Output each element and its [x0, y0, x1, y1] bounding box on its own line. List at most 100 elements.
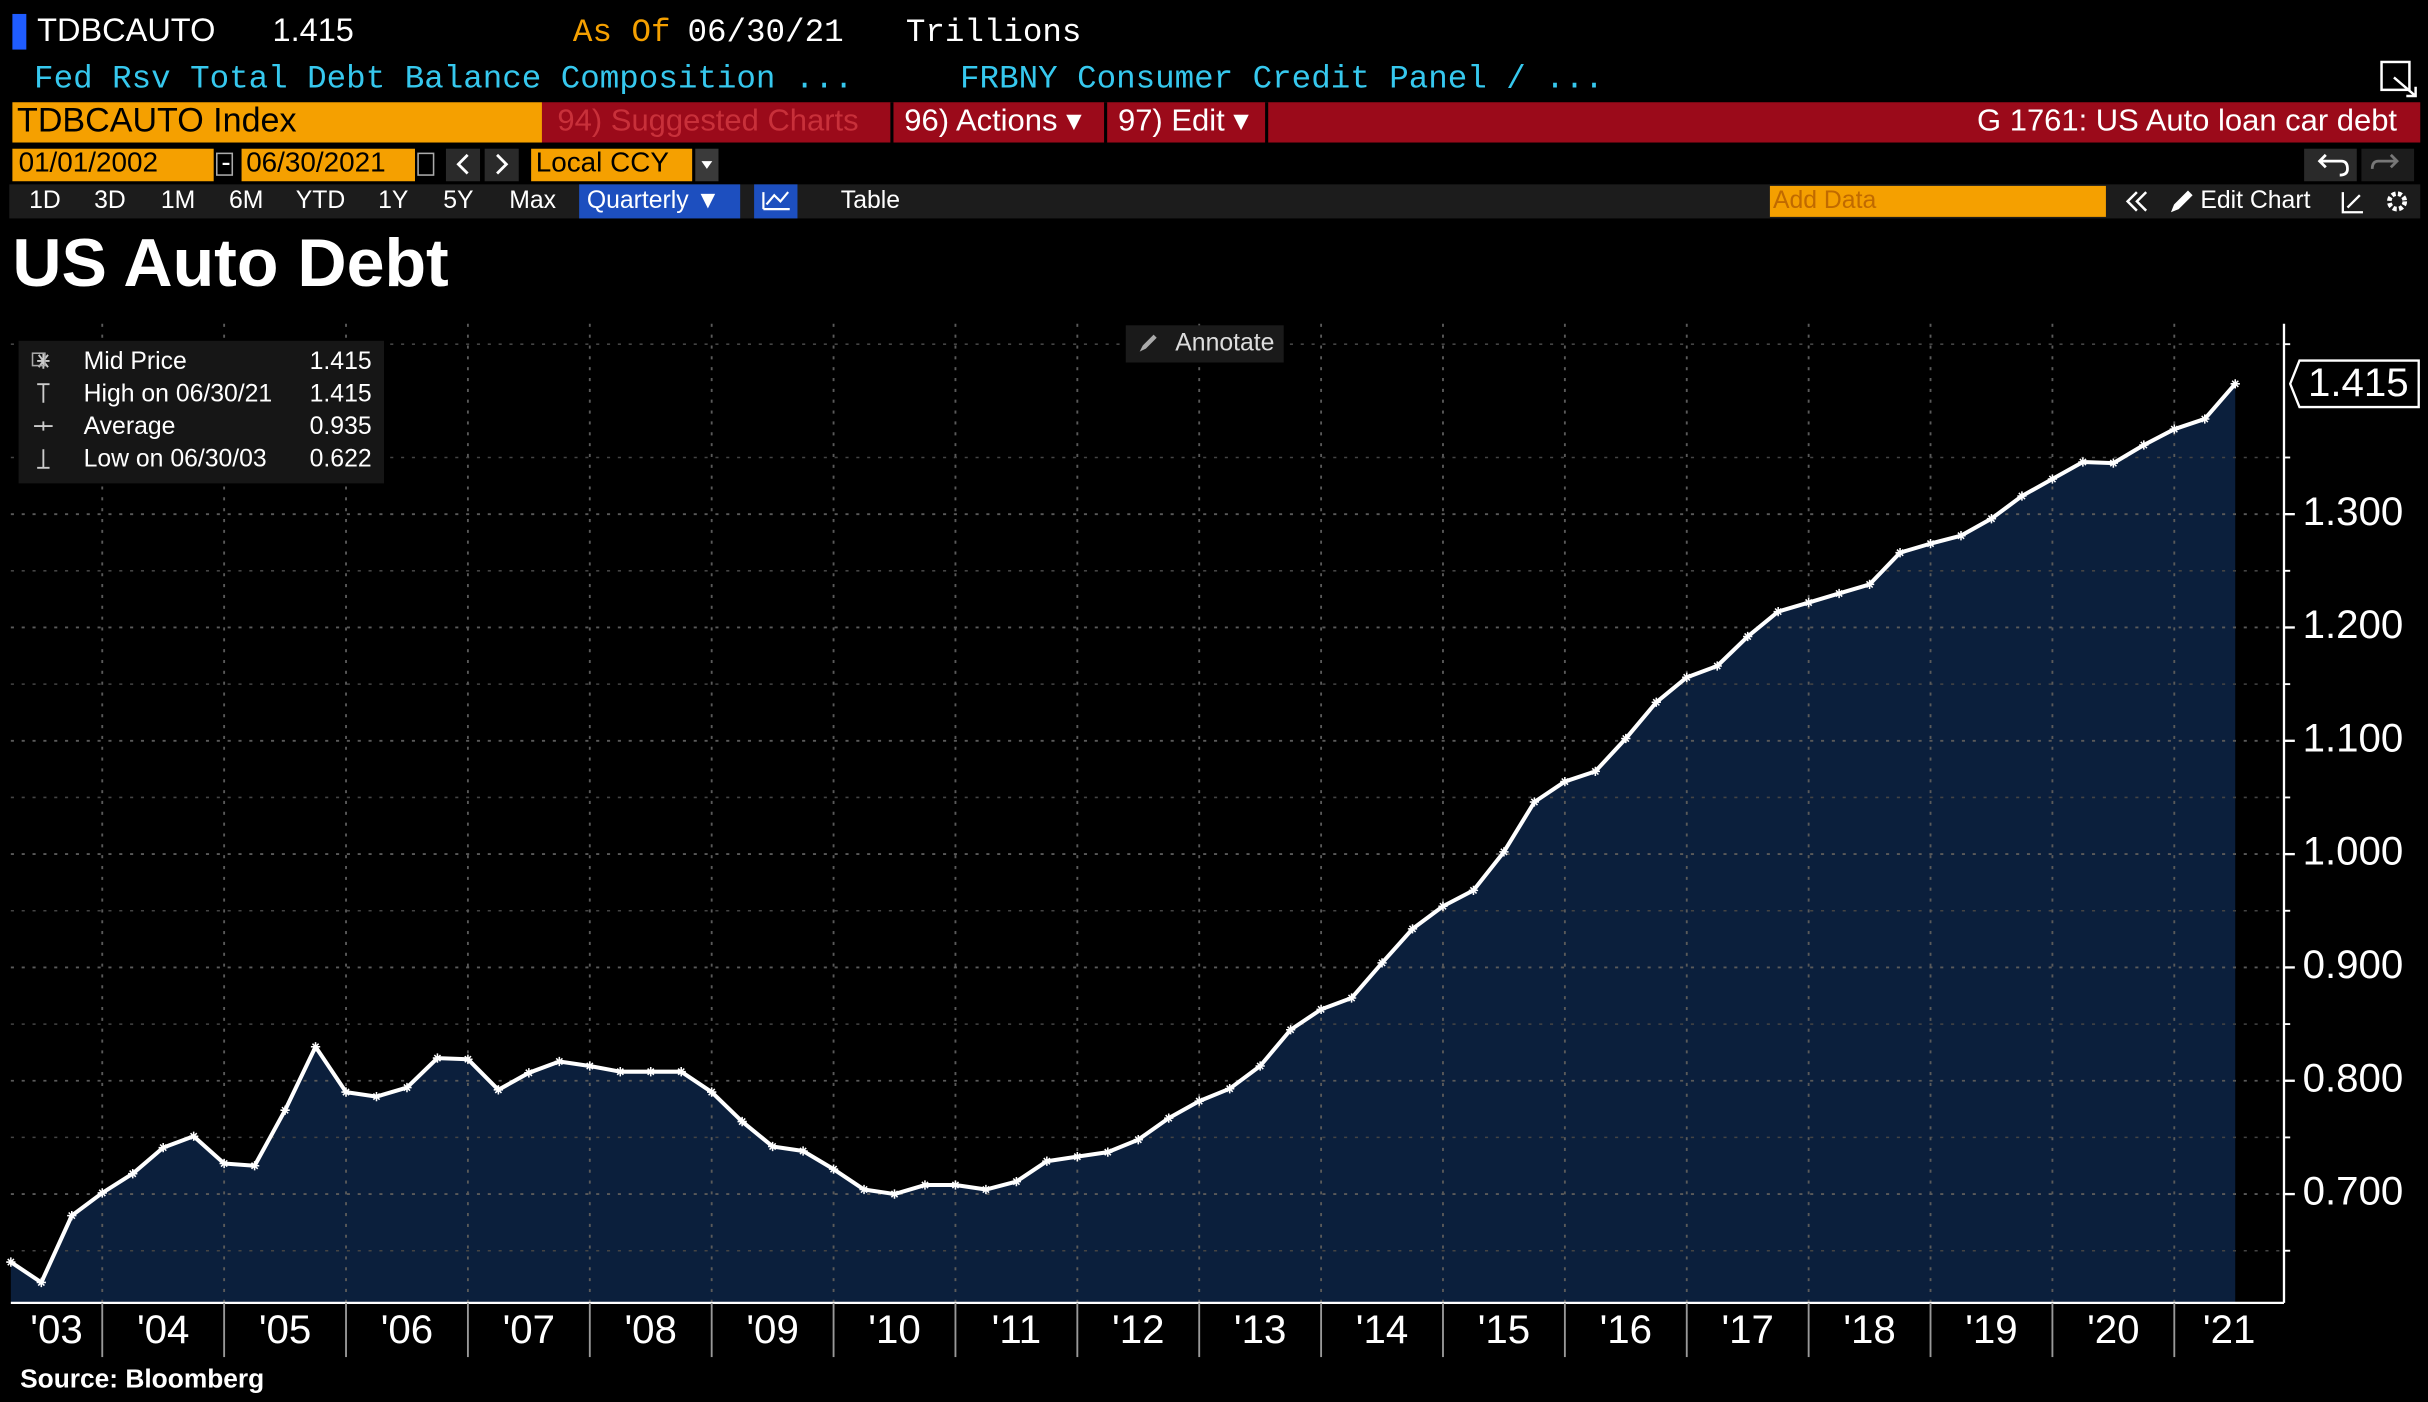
redo-icon: [2370, 153, 2400, 169]
point: [2108, 458, 2118, 468]
period-buttons: 1D 3D 1M 6M YTD 1Y 5Y Max: [29, 187, 557, 214]
point: [1651, 697, 1661, 707]
end-date-box[interactable]: [241, 148, 415, 182]
edit-icon[interactable]: [2341, 192, 2363, 214]
currency-box[interactable]: [531, 148, 693, 182]
range-separator: -: [221, 147, 230, 178]
popout-icon[interactable]: [2380, 60, 2417, 98]
suggested-charts[interactable]: 94) Suggested Charts: [557, 103, 858, 138]
x-tick-label: '12: [1112, 1307, 1164, 1352]
point: [1164, 1113, 1174, 1123]
point: [432, 1053, 443, 1063]
legend-icon: [37, 449, 50, 469]
x-tick-label: '11: [992, 1307, 1041, 1352]
point: [1590, 766, 1600, 777]
point: [676, 1067, 686, 1077]
period-button[interactable]: YTD: [296, 187, 346, 214]
edit-chart[interactable]: Edit Chart: [2200, 187, 2310, 214]
redo-button[interactable]: [2361, 148, 2415, 182]
description[interactable]: Fed Rsv Total Debt Balance Composition .…: [34, 61, 853, 98]
annotate[interactable]: Annotate: [1175, 329, 1274, 356]
dropdown-arrow: [701, 161, 713, 169]
ticker: TDBCAUTO: [37, 12, 215, 48]
start-date-box[interactable]: [12, 148, 214, 182]
calendar-icon[interactable]: [417, 152, 435, 176]
point: [524, 1068, 534, 1078]
x-tick-label: '18: [1843, 1307, 1895, 1352]
point: [767, 1141, 778, 1152]
chart-type-button[interactable]: [754, 184, 798, 219]
frequency[interactable]: Quarterly ▼: [587, 187, 720, 214]
chart-type-icon: [762, 191, 790, 211]
x-tick-label: '05: [259, 1307, 311, 1352]
next-icon: [496, 153, 509, 175]
point: [1316, 1004, 1326, 1015]
period-button[interactable]: 1D: [29, 187, 61, 214]
point: [249, 1161, 260, 1171]
legend-value: 0.622: [310, 446, 372, 473]
period-button[interactable]: 6M: [229, 187, 263, 214]
end-date[interactable]: 06/30/2021: [246, 147, 385, 178]
point: [1255, 1061, 1265, 1071]
edit-menu[interactable]: 97) Edit ▾: [1118, 103, 1249, 138]
undo-button[interactable]: [2304, 148, 2357, 182]
source-name[interactable]: FRBNY Consumer Credit Panel / ...: [960, 61, 1604, 98]
point: [2047, 474, 2058, 484]
table-button[interactable]: Table: [841, 187, 900, 214]
menu-bar: [541, 102, 2421, 143]
add-data[interactable]: Add Data: [1773, 187, 1876, 214]
point: [2230, 379, 2240, 389]
x-tick-label: '03: [30, 1307, 82, 1352]
chart-title: US Auto Debt: [12, 225, 448, 301]
start-date[interactable]: 01/01/2002: [19, 147, 158, 178]
legend-toggle[interactable]: [31, 352, 46, 367]
y-tick-label: 1.300: [2303, 489, 2404, 534]
security-box[interactable]: [12, 102, 542, 143]
point: [36, 1277, 46, 1288]
x-tick-label: '08: [625, 1307, 677, 1352]
point: [737, 1116, 747, 1127]
security[interactable]: TDBCAUTO Index: [17, 101, 296, 139]
point: [1712, 661, 1722, 671]
actions-menu[interactable]: 96) Actions ▾: [904, 103, 1082, 138]
page-title: G 1761: US Auto loan car debt: [1977, 103, 2397, 138]
point: [1499, 847, 1509, 857]
point: [585, 1061, 595, 1071]
x-tick-label: '20: [2087, 1307, 2139, 1352]
period-button[interactable]: 1Y: [378, 187, 408, 214]
point: [1011, 1176, 1022, 1187]
header-value: 1.415: [273, 12, 354, 48]
annotate-button[interactable]: [1125, 325, 1284, 363]
calendar-icon[interactable]: [216, 152, 234, 176]
collapse-icon[interactable]: [2125, 191, 2148, 212]
x-tick-label: '19: [1965, 1307, 2017, 1352]
point: [1438, 901, 1448, 911]
frequency-button[interactable]: [579, 184, 741, 219]
point: [1682, 672, 1692, 682]
x-tick-label: '21: [2203, 1307, 2255, 1352]
x-tick-label: '09: [746, 1307, 798, 1352]
settings-icon[interactable]: [2386, 191, 2408, 212]
point: [1529, 797, 1540, 807]
as-of-label: As Of: [573, 14, 671, 51]
prev-button[interactable]: [445, 148, 481, 182]
period-button[interactable]: 1M: [161, 187, 195, 214]
legend-icon: [37, 383, 50, 403]
period-button[interactable]: 3D: [94, 187, 126, 214]
period-button[interactable]: 5Y: [443, 187, 473, 214]
y-tick-label: 0.800: [2303, 1055, 2404, 1100]
point: [2017, 491, 2027, 501]
undo-icon: [2317, 153, 2349, 177]
legend-entries: Mid Price 1.415 High on 06/30/21 1.415 Avera…: [31, 348, 372, 473]
period-button[interactable]: Max: [509, 187, 556, 214]
add-data-box[interactable]: [1769, 185, 2106, 217]
point: [1407, 924, 1418, 934]
next-button[interactable]: [484, 148, 519, 182]
point: [128, 1169, 138, 1179]
point: [280, 1105, 290, 1115]
currency[interactable]: Local CCY: [536, 147, 669, 178]
point: [402, 1082, 412, 1093]
prev-icon: [456, 153, 469, 175]
